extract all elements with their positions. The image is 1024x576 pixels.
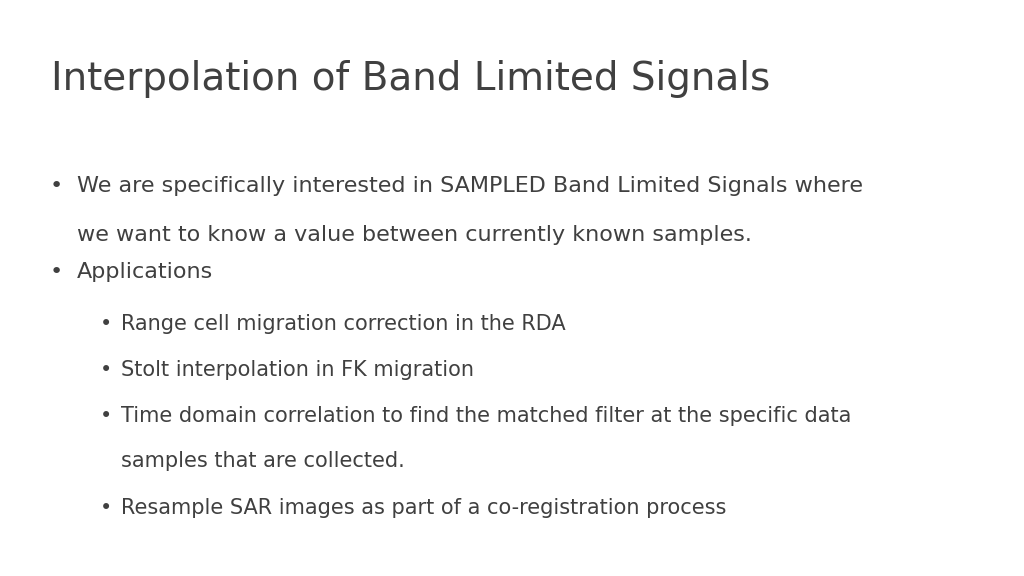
Text: •: • <box>100 406 113 426</box>
Text: •: • <box>49 262 62 282</box>
Text: Stolt interpolation in FK migration: Stolt interpolation in FK migration <box>121 360 474 380</box>
Text: •: • <box>100 498 113 518</box>
Text: •: • <box>49 176 62 196</box>
Text: we want to know a value between currently known samples.: we want to know a value between currentl… <box>77 225 752 245</box>
Text: •: • <box>100 314 113 334</box>
Text: •: • <box>100 360 113 380</box>
Text: samples that are collected.: samples that are collected. <box>121 451 404 471</box>
Text: Time domain correlation to find the matched filter at the specific data: Time domain correlation to find the matc… <box>121 406 851 426</box>
Text: Resample SAR images as part of a co-registration process: Resample SAR images as part of a co-regi… <box>121 498 726 518</box>
Text: Applications: Applications <box>77 262 213 282</box>
Text: Interpolation of Band Limited Signals: Interpolation of Band Limited Signals <box>51 60 770 98</box>
Text: We are specifically interested in SAMPLED Band Limited Signals where: We are specifically interested in SAMPLE… <box>77 176 863 196</box>
Text: Range cell migration correction in the RDA: Range cell migration correction in the R… <box>121 314 565 334</box>
